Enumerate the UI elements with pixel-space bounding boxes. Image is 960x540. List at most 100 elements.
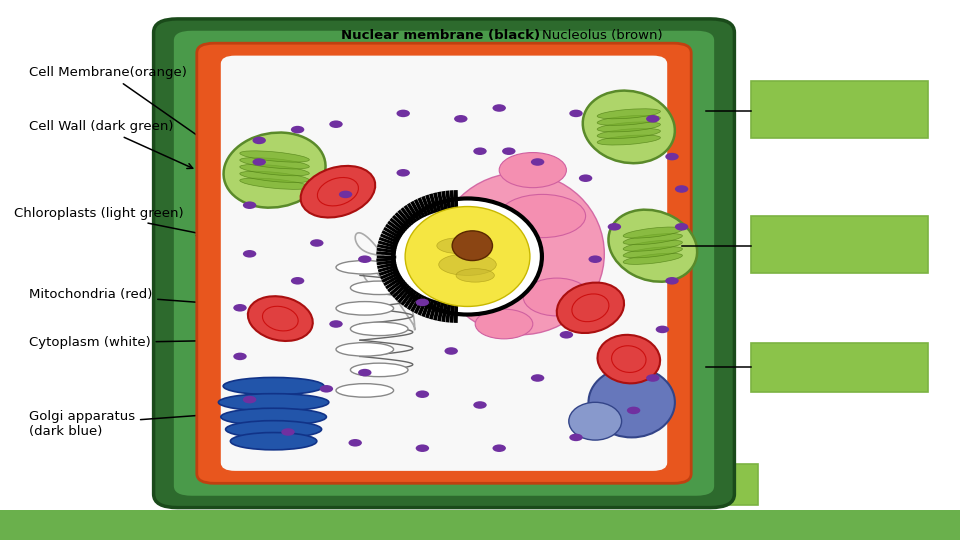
Ellipse shape <box>405 206 530 306</box>
Circle shape <box>358 255 372 263</box>
Bar <box>0 510 960 540</box>
Ellipse shape <box>221 408 326 426</box>
Circle shape <box>656 326 669 333</box>
Ellipse shape <box>336 301 394 315</box>
Ellipse shape <box>300 166 375 218</box>
Ellipse shape <box>609 210 697 282</box>
Circle shape <box>675 223 688 231</box>
Ellipse shape <box>226 421 322 438</box>
Ellipse shape <box>437 173 605 335</box>
Circle shape <box>243 250 256 258</box>
Ellipse shape <box>557 282 624 333</box>
Bar <box>751 216 928 273</box>
Circle shape <box>531 158 544 166</box>
Ellipse shape <box>623 227 683 238</box>
Circle shape <box>675 185 688 193</box>
Circle shape <box>444 347 458 355</box>
Text: Cell Wall (dark green): Cell Wall (dark green) <box>29 120 193 168</box>
Ellipse shape <box>224 132 325 208</box>
Circle shape <box>396 110 410 117</box>
Circle shape <box>665 153 679 160</box>
Bar <box>600 464 758 505</box>
Circle shape <box>646 374 660 382</box>
Text: Nucleus (yellow): Nucleus (yellow) <box>360 77 470 201</box>
Ellipse shape <box>499 194 586 238</box>
Ellipse shape <box>475 309 533 339</box>
Ellipse shape <box>597 122 660 132</box>
Ellipse shape <box>240 171 309 183</box>
Circle shape <box>291 126 304 133</box>
Circle shape <box>310 239 324 247</box>
Ellipse shape <box>597 135 660 145</box>
Circle shape <box>531 374 544 382</box>
Circle shape <box>560 331 573 339</box>
Ellipse shape <box>393 198 541 314</box>
Circle shape <box>569 434 583 441</box>
Ellipse shape <box>623 247 683 258</box>
Circle shape <box>492 444 506 452</box>
Circle shape <box>358 369 372 376</box>
FancyBboxPatch shape <box>197 43 691 483</box>
Circle shape <box>492 104 506 112</box>
Circle shape <box>329 320 343 328</box>
Text: Chloroplasts (light green): Chloroplasts (light green) <box>14 207 202 235</box>
Circle shape <box>233 304 247 312</box>
Ellipse shape <box>456 268 494 282</box>
Circle shape <box>416 444 429 452</box>
Circle shape <box>473 147 487 155</box>
Ellipse shape <box>588 367 675 437</box>
Circle shape <box>348 439 362 447</box>
Circle shape <box>281 428 295 436</box>
Circle shape <box>243 201 256 209</box>
Ellipse shape <box>439 254 496 275</box>
Circle shape <box>569 110 583 117</box>
Ellipse shape <box>523 278 590 316</box>
Circle shape <box>588 255 602 263</box>
Text: Golgi apparatus
(dark blue): Golgi apparatus (dark blue) <box>29 410 226 438</box>
Text: Nuclear membrane (black): Nuclear membrane (black) <box>341 29 540 187</box>
Circle shape <box>329 120 343 128</box>
Circle shape <box>473 401 487 409</box>
Ellipse shape <box>623 253 683 265</box>
Text: Cytoplasm (white): Cytoplasm (white) <box>29 336 230 349</box>
Ellipse shape <box>583 91 675 163</box>
Ellipse shape <box>240 165 309 176</box>
Circle shape <box>416 299 429 306</box>
Ellipse shape <box>230 433 317 450</box>
Circle shape <box>646 115 660 123</box>
FancyBboxPatch shape <box>154 19 734 508</box>
Ellipse shape <box>240 151 309 162</box>
Circle shape <box>396 169 410 177</box>
Ellipse shape <box>350 322 408 335</box>
Circle shape <box>608 223 621 231</box>
FancyBboxPatch shape <box>221 56 667 471</box>
Ellipse shape <box>568 402 622 440</box>
Ellipse shape <box>350 363 408 377</box>
Ellipse shape <box>597 116 660 125</box>
Bar <box>331 464 475 505</box>
Circle shape <box>665 277 679 285</box>
Ellipse shape <box>218 394 328 411</box>
Ellipse shape <box>597 335 660 383</box>
Circle shape <box>416 390 429 398</box>
Ellipse shape <box>240 178 309 190</box>
Circle shape <box>502 147 516 155</box>
Circle shape <box>320 385 333 393</box>
Ellipse shape <box>248 296 313 341</box>
Ellipse shape <box>350 281 408 295</box>
Ellipse shape <box>623 234 683 245</box>
Ellipse shape <box>240 158 309 169</box>
Text: Nucleolus (brown): Nucleolus (brown) <box>506 29 663 218</box>
Ellipse shape <box>223 377 324 395</box>
Ellipse shape <box>499 152 566 187</box>
Circle shape <box>233 353 247 360</box>
FancyBboxPatch shape <box>173 30 715 497</box>
Ellipse shape <box>597 109 660 119</box>
Ellipse shape <box>336 261 394 274</box>
Circle shape <box>627 407 640 414</box>
Ellipse shape <box>623 240 683 251</box>
Text: Mitochondria (red): Mitochondria (red) <box>29 288 230 307</box>
Bar <box>751 343 928 391</box>
Circle shape <box>252 137 266 144</box>
Bar <box>751 81 928 138</box>
